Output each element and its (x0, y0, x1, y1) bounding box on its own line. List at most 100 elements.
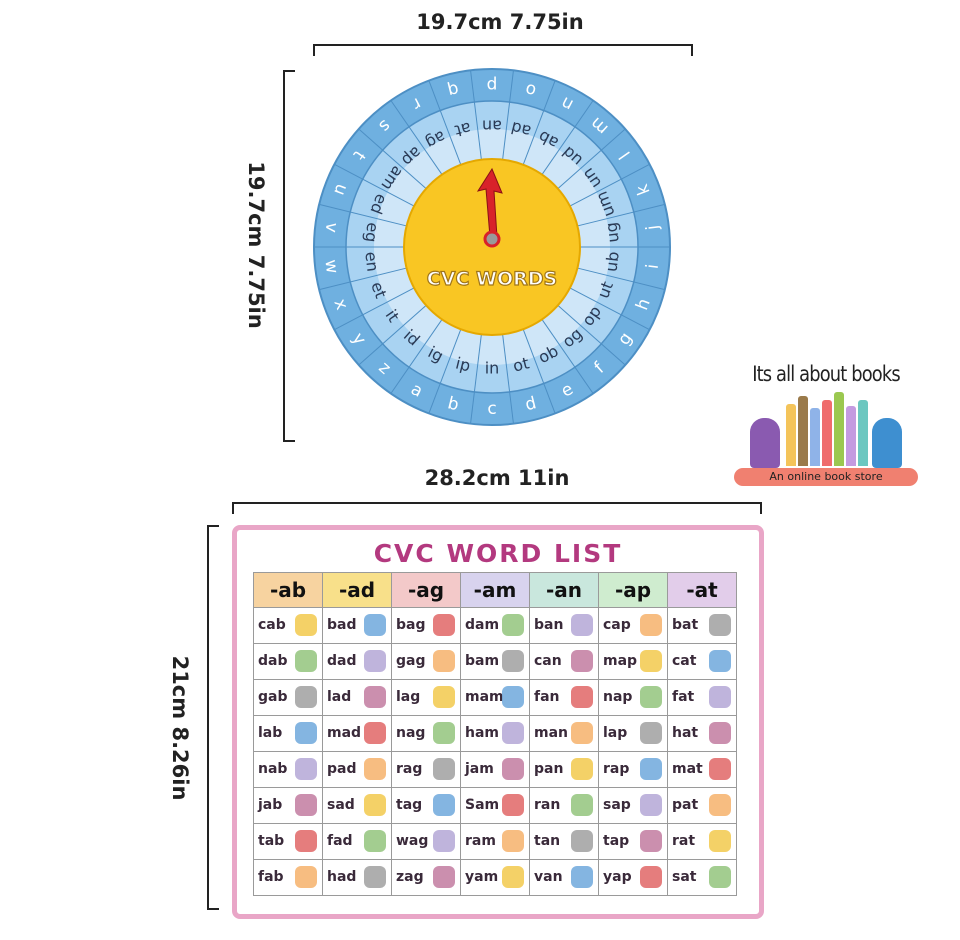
segment-divider (470, 334, 482, 424)
column-header: -ag (391, 572, 461, 608)
segment-divider (334, 163, 415, 207)
word-cell: jam (460, 751, 530, 788)
word-label: wag (396, 833, 429, 849)
word-cell: nag (391, 715, 461, 752)
word-cell: wag (391, 823, 461, 860)
table-row: gab lad lag mam fan nap fat (253, 679, 737, 716)
word-cell: map (598, 643, 668, 680)
word-label: gab (258, 689, 288, 705)
word-picture-icon (502, 722, 524, 744)
word-cell: sap (598, 787, 668, 824)
word-picture-icon (709, 758, 731, 780)
word-label: ran (534, 797, 561, 813)
book-illustration (846, 406, 856, 466)
word-picture-icon (502, 614, 524, 636)
word-picture-icon (640, 722, 662, 744)
word-label: ban (534, 617, 564, 633)
word-cell: lad (322, 679, 392, 716)
word-label: jab (258, 797, 283, 813)
cvc-word-list-board: CVC WORD LIST -ab -ad -ag -am -an -ap -at cab b… (232, 525, 764, 919)
letter-label: v (321, 221, 342, 233)
word-picture-icon (433, 614, 455, 636)
board-title: CVC WORD LIST (373, 539, 623, 568)
word-label: rat (672, 833, 696, 849)
word-label: cat (672, 653, 697, 669)
word-picture-icon (295, 758, 317, 780)
word-label: hat (672, 725, 699, 741)
word-cell: hat (667, 715, 737, 752)
segment-divider (428, 329, 462, 414)
word-picture-icon (364, 650, 386, 672)
word-picture-icon (571, 794, 593, 816)
word-cell: nab (253, 751, 323, 788)
wheel-center-label: CVC WORDS (427, 268, 557, 290)
word-cell: pat (667, 787, 737, 824)
word-cell: gag (391, 643, 461, 680)
word-label: rag (396, 761, 423, 777)
table-row: fab had zag yam van yap sat (253, 859, 737, 896)
word-cell: Sam (460, 787, 530, 824)
word-cell: can (529, 643, 599, 680)
word-label: fat (672, 689, 695, 705)
word-picture-icon (640, 830, 662, 852)
word-label: pad (327, 761, 357, 777)
word-label: lap (603, 725, 628, 741)
letter-label: w (320, 258, 342, 274)
word-picture-icon (571, 686, 593, 708)
letter-label: d (523, 393, 538, 415)
segment-divider (470, 70, 482, 160)
word-label: rap (603, 761, 630, 777)
word-cell: van (529, 859, 599, 896)
segment-divider (502, 334, 514, 424)
word-label: fad (327, 833, 353, 849)
word-picture-icon (364, 830, 386, 852)
word-picture-icon (571, 758, 593, 780)
board-width-line (232, 502, 762, 514)
segment-divider (319, 203, 407, 227)
word-cell: sat (667, 859, 737, 896)
word-cell: mam (460, 679, 530, 716)
word-cell: yap (598, 859, 668, 896)
word-picture-icon (364, 866, 386, 888)
segment-divider (390, 100, 443, 175)
table-row: nab pad rag jam pan rap mat (253, 751, 737, 788)
word-cell: man (529, 715, 599, 752)
word-picture-icon (433, 722, 455, 744)
word-picture-icon (295, 686, 317, 708)
word-label: mam (465, 689, 504, 705)
word-table: -ab -ad -ag -am -an -ap -at cab bad bag dam ban cap… (253, 572, 737, 896)
word-cell: ban (529, 607, 599, 644)
word-picture-icon (571, 722, 593, 744)
word-picture-icon (364, 614, 386, 636)
word-picture-icon (640, 794, 662, 816)
word-cell: bam (460, 643, 530, 680)
segment-divider (334, 287, 415, 331)
word-cell: tag (391, 787, 461, 824)
word-label: bad (327, 617, 357, 633)
word-cell: fan (529, 679, 599, 716)
word-picture-icon (364, 758, 386, 780)
rime-label: eg (361, 221, 382, 243)
word-label: gag (396, 653, 426, 669)
word-cell: rap (598, 751, 668, 788)
word-cell: yam (460, 859, 530, 896)
table-row: dab dad gag bam can map cat (253, 643, 737, 680)
word-picture-icon (433, 650, 455, 672)
segment-divider (522, 80, 556, 165)
word-cell: jab (253, 787, 323, 824)
word-cell: bat (667, 607, 737, 644)
letter-label: q (446, 79, 461, 101)
word-picture-icon (709, 830, 731, 852)
column-header: -am (460, 572, 530, 608)
word-cell: bag (391, 607, 461, 644)
column-header: -ad (322, 572, 392, 608)
table-row: tab fad wag ram tan tap rat (253, 823, 737, 860)
segment-divider (557, 128, 626, 190)
word-cell: pan (529, 751, 599, 788)
word-label: man (534, 725, 569, 741)
word-picture-icon (364, 686, 386, 708)
word-cell: ham (460, 715, 530, 752)
segment-divider (390, 319, 443, 394)
word-picture-icon (295, 614, 317, 636)
